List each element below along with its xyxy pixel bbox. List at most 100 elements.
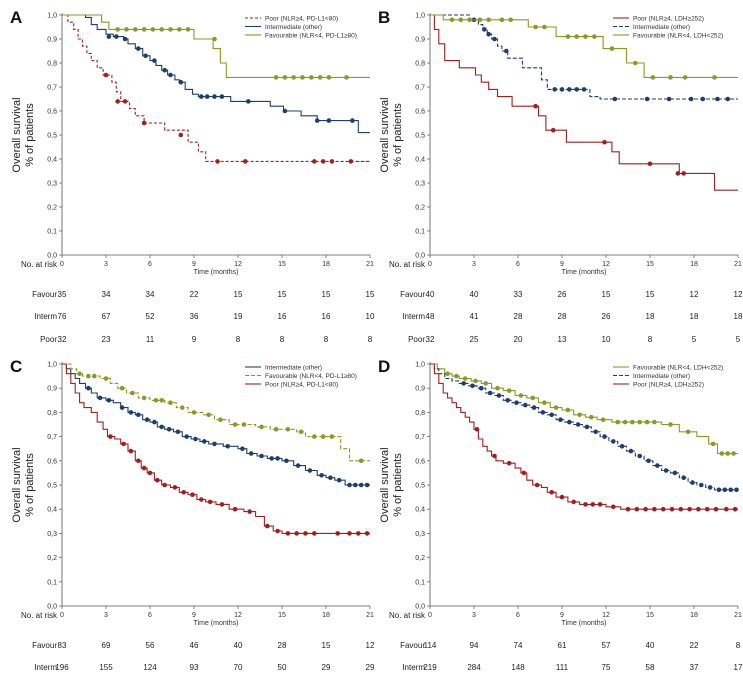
series-intermediate: [430, 363, 739, 493]
censor-mark: [461, 381, 467, 386]
risk-value: 36: [190, 312, 199, 321]
y-tick-label: 0,4: [415, 157, 425, 164]
risk-value: 35: [58, 290, 67, 299]
survival-curve: [430, 14, 738, 78]
panel-c: C0,00,10,20,30,40,50,60,70,80,91,00 3 6 9 12…: [10, 357, 375, 672]
risk-value: 41: [470, 312, 479, 321]
risk-value: 8: [280, 335, 285, 344]
risk-value: 32: [426, 335, 435, 344]
y-tick-label: 0,5: [47, 133, 57, 140]
legend-entry: Favourable (NLR<4, LDH<252): [633, 32, 723, 39]
censor-mark: [199, 94, 204, 99]
censor-mark: [218, 417, 223, 423]
survival-curve: [430, 363, 738, 510]
censor-mark: [232, 422, 238, 427]
risk-value: 18: [734, 312, 743, 321]
censor-mark: [241, 422, 247, 427]
y-tick-label: 0,2: [415, 205, 425, 212]
censor-mark: [625, 506, 631, 512]
censor-mark: [668, 75, 673, 80]
risk-value: 69: [102, 641, 111, 650]
censor-mark: [122, 36, 128, 42]
risk-value: 28: [558, 312, 567, 321]
censor-mark: [168, 400, 173, 406]
survival-curve: [430, 363, 738, 455]
censor-mark: [136, 46, 141, 51]
risk-value: 5: [736, 335, 741, 344]
y-axis-title: Overall survival% of patients: [379, 97, 404, 172]
censor-mark: [243, 159, 248, 164]
x-tick-label: 9: [560, 261, 564, 268]
y-tick-label: 0,1: [415, 579, 425, 586]
censor-mark: [348, 159, 354, 164]
y-tick-label: 0,9: [415, 386, 425, 393]
censor-mark: [273, 427, 279, 432]
censor-mark: [212, 441, 217, 447]
censor-mark: [590, 502, 596, 507]
censor-mark: [474, 427, 480, 432]
legend-entry: Favourable (NLR<4, LDH<252): [633, 364, 723, 371]
risk-value: 23: [102, 335, 111, 344]
y-tick-label: 1,0: [415, 362, 425, 369]
censor-mark: [575, 422, 581, 427]
risk-value: 8: [236, 335, 241, 344]
censor-mark: [364, 531, 370, 536]
censor-mark: [492, 36, 497, 42]
censor-mark: [685, 429, 691, 435]
risk-value: 124: [143, 663, 157, 672]
risk-row-label: Favour: [400, 641, 425, 650]
censor-mark: [559, 494, 565, 500]
censor-mark: [565, 34, 571, 39]
risk-value: 20: [514, 335, 523, 344]
risk-value: 74: [514, 641, 523, 650]
censor-mark: [159, 424, 164, 430]
series-favourable: [430, 363, 738, 456]
censor-mark: [273, 75, 279, 80]
x-tick-label: 9: [192, 612, 196, 619]
risk-value: 12: [690, 290, 699, 299]
risk-value: 40: [426, 290, 435, 299]
censor-mark: [592, 34, 597, 39]
x-tick-label: 18: [690, 612, 698, 619]
censor-mark: [687, 506, 692, 512]
censor-mark: [162, 67, 167, 73]
censor-mark: [492, 453, 497, 459]
censor-mark: [336, 477, 342, 483]
risk-value: 10: [366, 312, 375, 321]
censor-mark: [445, 371, 450, 377]
censor-mark: [542, 400, 547, 406]
censor-mark: [191, 410, 197, 415]
censor-mark: [619, 444, 625, 449]
survival-curve: [430, 363, 738, 491]
risk-value: 28: [514, 312, 523, 321]
censor-mark: [92, 373, 97, 379]
censor-mark: [574, 34, 579, 39]
risk-value: 67: [102, 312, 111, 321]
censor-mark: [225, 444, 230, 449]
censor-mark: [320, 159, 326, 164]
risk-value: 40: [234, 641, 243, 650]
censor-mark: [307, 468, 313, 473]
x-tick-label: 15: [278, 261, 286, 268]
censor-mark: [499, 17, 505, 23]
legend-entry: Favourable (NLR<4, PD-L1≥80): [265, 373, 357, 380]
series-intermediate: [62, 363, 370, 488]
censor-mark: [581, 87, 587, 92]
censor-mark: [650, 75, 656, 80]
x-tick-label: 9: [192, 261, 196, 268]
censor-mark: [128, 448, 134, 454]
risk-row-label: Interm: [34, 663, 57, 672]
censor-mark: [275, 528, 280, 534]
x-axis-title: Time (months): [194, 620, 239, 627]
legend-entry: Poor (NLR≥4, PD-L1<80): [265, 381, 338, 388]
censor-mark: [473, 378, 478, 384]
censor-mark: [294, 531, 300, 536]
x-tick-label: 12: [602, 612, 610, 619]
risk-row-label: Favour: [32, 641, 57, 650]
risk-value: 58: [646, 663, 655, 672]
censor-mark: [514, 400, 519, 406]
risk-value: 50: [278, 663, 287, 672]
censor-mark: [597, 502, 603, 507]
censor-mark: [470, 383, 475, 389]
